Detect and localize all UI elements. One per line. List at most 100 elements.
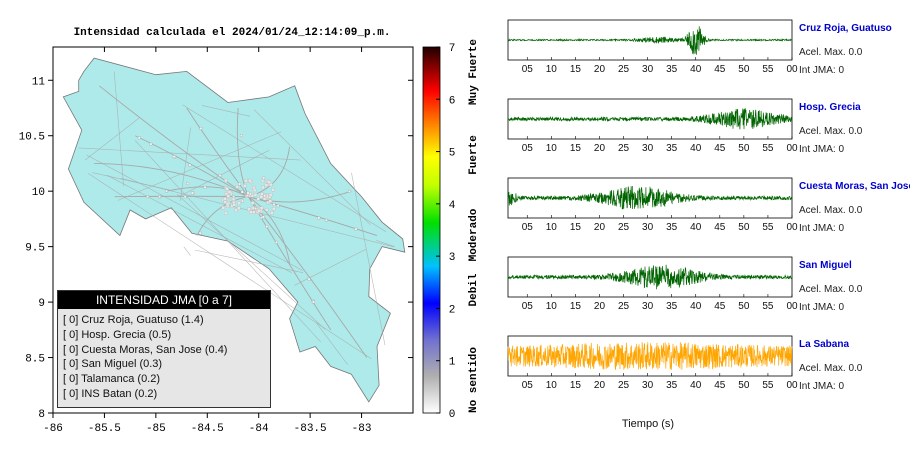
trace-time-tick: 05: [522, 301, 534, 312]
trace-time-tick: 15: [570, 143, 582, 154]
legend-title: INTENSIDAD JMA [0 a 7]: [58, 291, 270, 309]
station-name: Cruz Roja, Guatuso: [799, 23, 892, 34]
station-jma-intensity: Int JMA: 0: [799, 302, 845, 313]
trace-time-tick: 50: [738, 301, 750, 312]
trace-time-tick: 20: [594, 380, 606, 391]
map-x-tick-label: -85: [146, 423, 166, 435]
trace-waveform: [507, 342, 793, 370]
intensity-colorbar: [422, 46, 441, 414]
trace-time-tick: 30: [642, 222, 654, 233]
trace-time-tick: 35: [666, 301, 678, 312]
trace-time-tick: 40: [690, 222, 702, 233]
map-title: Intensidad calculada el 2024/01/24_12:14…: [74, 27, 391, 39]
trace-time-tick: 15: [570, 64, 582, 75]
trace-time-tick: 45: [714, 380, 726, 391]
trace-time-tick: 50: [738, 380, 750, 391]
colorbar-category-label: Fuerte: [468, 135, 480, 175]
trace-time-tick: 55: [762, 301, 774, 312]
trace-time-tick: 55: [762, 64, 774, 75]
map-y-tick-label: 10: [32, 187, 45, 199]
trace-time-tick: 15: [570, 222, 582, 233]
trace-time-tick: 40: [690, 143, 702, 154]
map-x-tick-label: -83.5: [294, 423, 327, 435]
trace-time-tick: 45: [714, 222, 726, 233]
map-y-tick-label: 11: [32, 76, 46, 88]
station-accel-max: Acel. Max. 0.0: [799, 205, 863, 216]
colorbar-category-label: Muy Fuerte: [468, 39, 480, 105]
legend-item-label: Cuesta Moras, San Jose (0.4): [78, 343, 228, 356]
station-jma-intensity: Int JMA: 0: [799, 381, 845, 392]
seismogram-trace: 05 10 15 20 25 30 35 40 45 50 55 00: [507, 256, 798, 312]
legend-item-label: Cruz Roja, Guatuso (1.4): [78, 314, 204, 326]
trace-time-tick: 20: [594, 143, 606, 154]
trace-time-tick: 25: [618, 301, 630, 312]
map-x-tick-label: -84.5: [191, 423, 224, 435]
costa-rica-landmass: [62, 57, 406, 403]
trace-time-tick: 40: [690, 380, 702, 391]
station-jma-intensity: Int JMA: 0: [799, 65, 845, 76]
trace-time-tick: 00: [786, 222, 798, 233]
station-name: San Miguel: [799, 260, 852, 271]
trace-time-tick: 20: [594, 222, 606, 233]
seismogram-trace: 05 10 15 20 25 30 35 40 45 50 55 00: [507, 98, 798, 154]
legend-item: [ 0] Hosp. Grecia (0.5): [63, 329, 171, 341]
trace-time-tick: 35: [666, 380, 678, 391]
station-accel-max: Acel. Max. 0.0: [799, 126, 863, 137]
trace-time-tick: 00: [786, 301, 798, 312]
trace-time-tick: 00: [786, 143, 798, 154]
colorbar-tick-label: 2: [449, 304, 456, 316]
colorbar-labels: No sentido Debil Moderado Fuerte Muy Fuerte: [468, 39, 480, 413]
colorbar-tick-label: 4: [449, 200, 456, 212]
trace-time-tick: 10: [546, 380, 558, 391]
legend-item-value: [ 0]: [63, 373, 79, 386]
colorbar-gradient: [422, 46, 441, 414]
colorbar-tick-label: 1: [449, 357, 456, 369]
trace-time-tick: 10: [546, 301, 558, 312]
trace-time-tick: 45: [714, 301, 726, 312]
legend-item-label: San Miguel (0.3): [78, 358, 163, 371]
trace-time-tick: 15: [570, 301, 582, 312]
legend-item-value: [ 0]: [63, 388, 79, 400]
station-accel-max: Acel. Max. 0.0: [799, 47, 863, 58]
seismogram-trace: 05 10 15 20 25 30 35 40 45 50 55 00: [507, 177, 798, 233]
trace-time-tick: 05: [522, 143, 534, 154]
trace-time-tick: 50: [738, 64, 750, 75]
colorbar-tick-label: 0: [449, 409, 456, 421]
station-name: Hosp. Grecia: [799, 102, 861, 113]
legend-item-label: Talamanca (0.2): [78, 373, 161, 386]
trace-time-tick: 10: [546, 222, 558, 233]
colorbar-tick-label: 7: [449, 43, 456, 55]
colorbar-category-label: No sentido: [468, 347, 480, 413]
trace-time-tick: 05: [522, 222, 534, 233]
trace-time-tick: 00: [786, 64, 798, 75]
station-name: Cuesta Moras, San Jose: [799, 181, 910, 192]
map-x-tick-label: -84: [249, 423, 269, 435]
trace-time-tick: 20: [594, 64, 606, 75]
trace-time-tick: 00: [786, 380, 798, 391]
trace-time-tick: 55: [762, 222, 774, 233]
trace-time-tick: 30: [642, 64, 654, 75]
trace-waveform: [507, 264, 793, 290]
trace-time-tick: 40: [690, 64, 702, 75]
legend-item: [ 0] San Miguel (0.3): [63, 358, 162, 370]
colorbar-tick-label: 3: [449, 252, 456, 264]
town-markers: [137, 127, 358, 304]
station-jma-intensity: Int JMA: 0: [799, 223, 845, 234]
legend-item: [ 0] Talamanca (0.2): [63, 373, 160, 385]
seismogram-trace: 05 10 15 20 25 30 35 40 45 50 55 00: [507, 19, 798, 75]
trace-time-tick: 45: [714, 64, 726, 75]
intensity-legend: INTENSIDAD JMA [0 a 7] [ 0] Cruz Roja, G…: [57, 290, 271, 408]
map-x-tick-label: -85.5: [88, 423, 121, 435]
legend-item-value: [ 0]: [63, 314, 79, 326]
traces-xlabel: Tiempo (s): [622, 418, 674, 430]
trace-time-tick: 15: [570, 380, 582, 391]
trace-time-tick: 55: [762, 380, 774, 391]
map-y-tick-label: 10.5: [19, 132, 45, 144]
map-x-axis: -86 -85.5 -85 -84.5 -84 -83.5 -83: [43, 47, 371, 435]
trace-time-tick: 25: [618, 222, 630, 233]
colorbar-category-label: Debil: [468, 273, 480, 306]
station-accel-max: Acel. Max. 0.0: [799, 363, 863, 374]
colorbar-category-label: Moderado: [468, 208, 480, 261]
trace-waveform: [507, 26, 793, 55]
trace-time-tick: 35: [666, 143, 678, 154]
